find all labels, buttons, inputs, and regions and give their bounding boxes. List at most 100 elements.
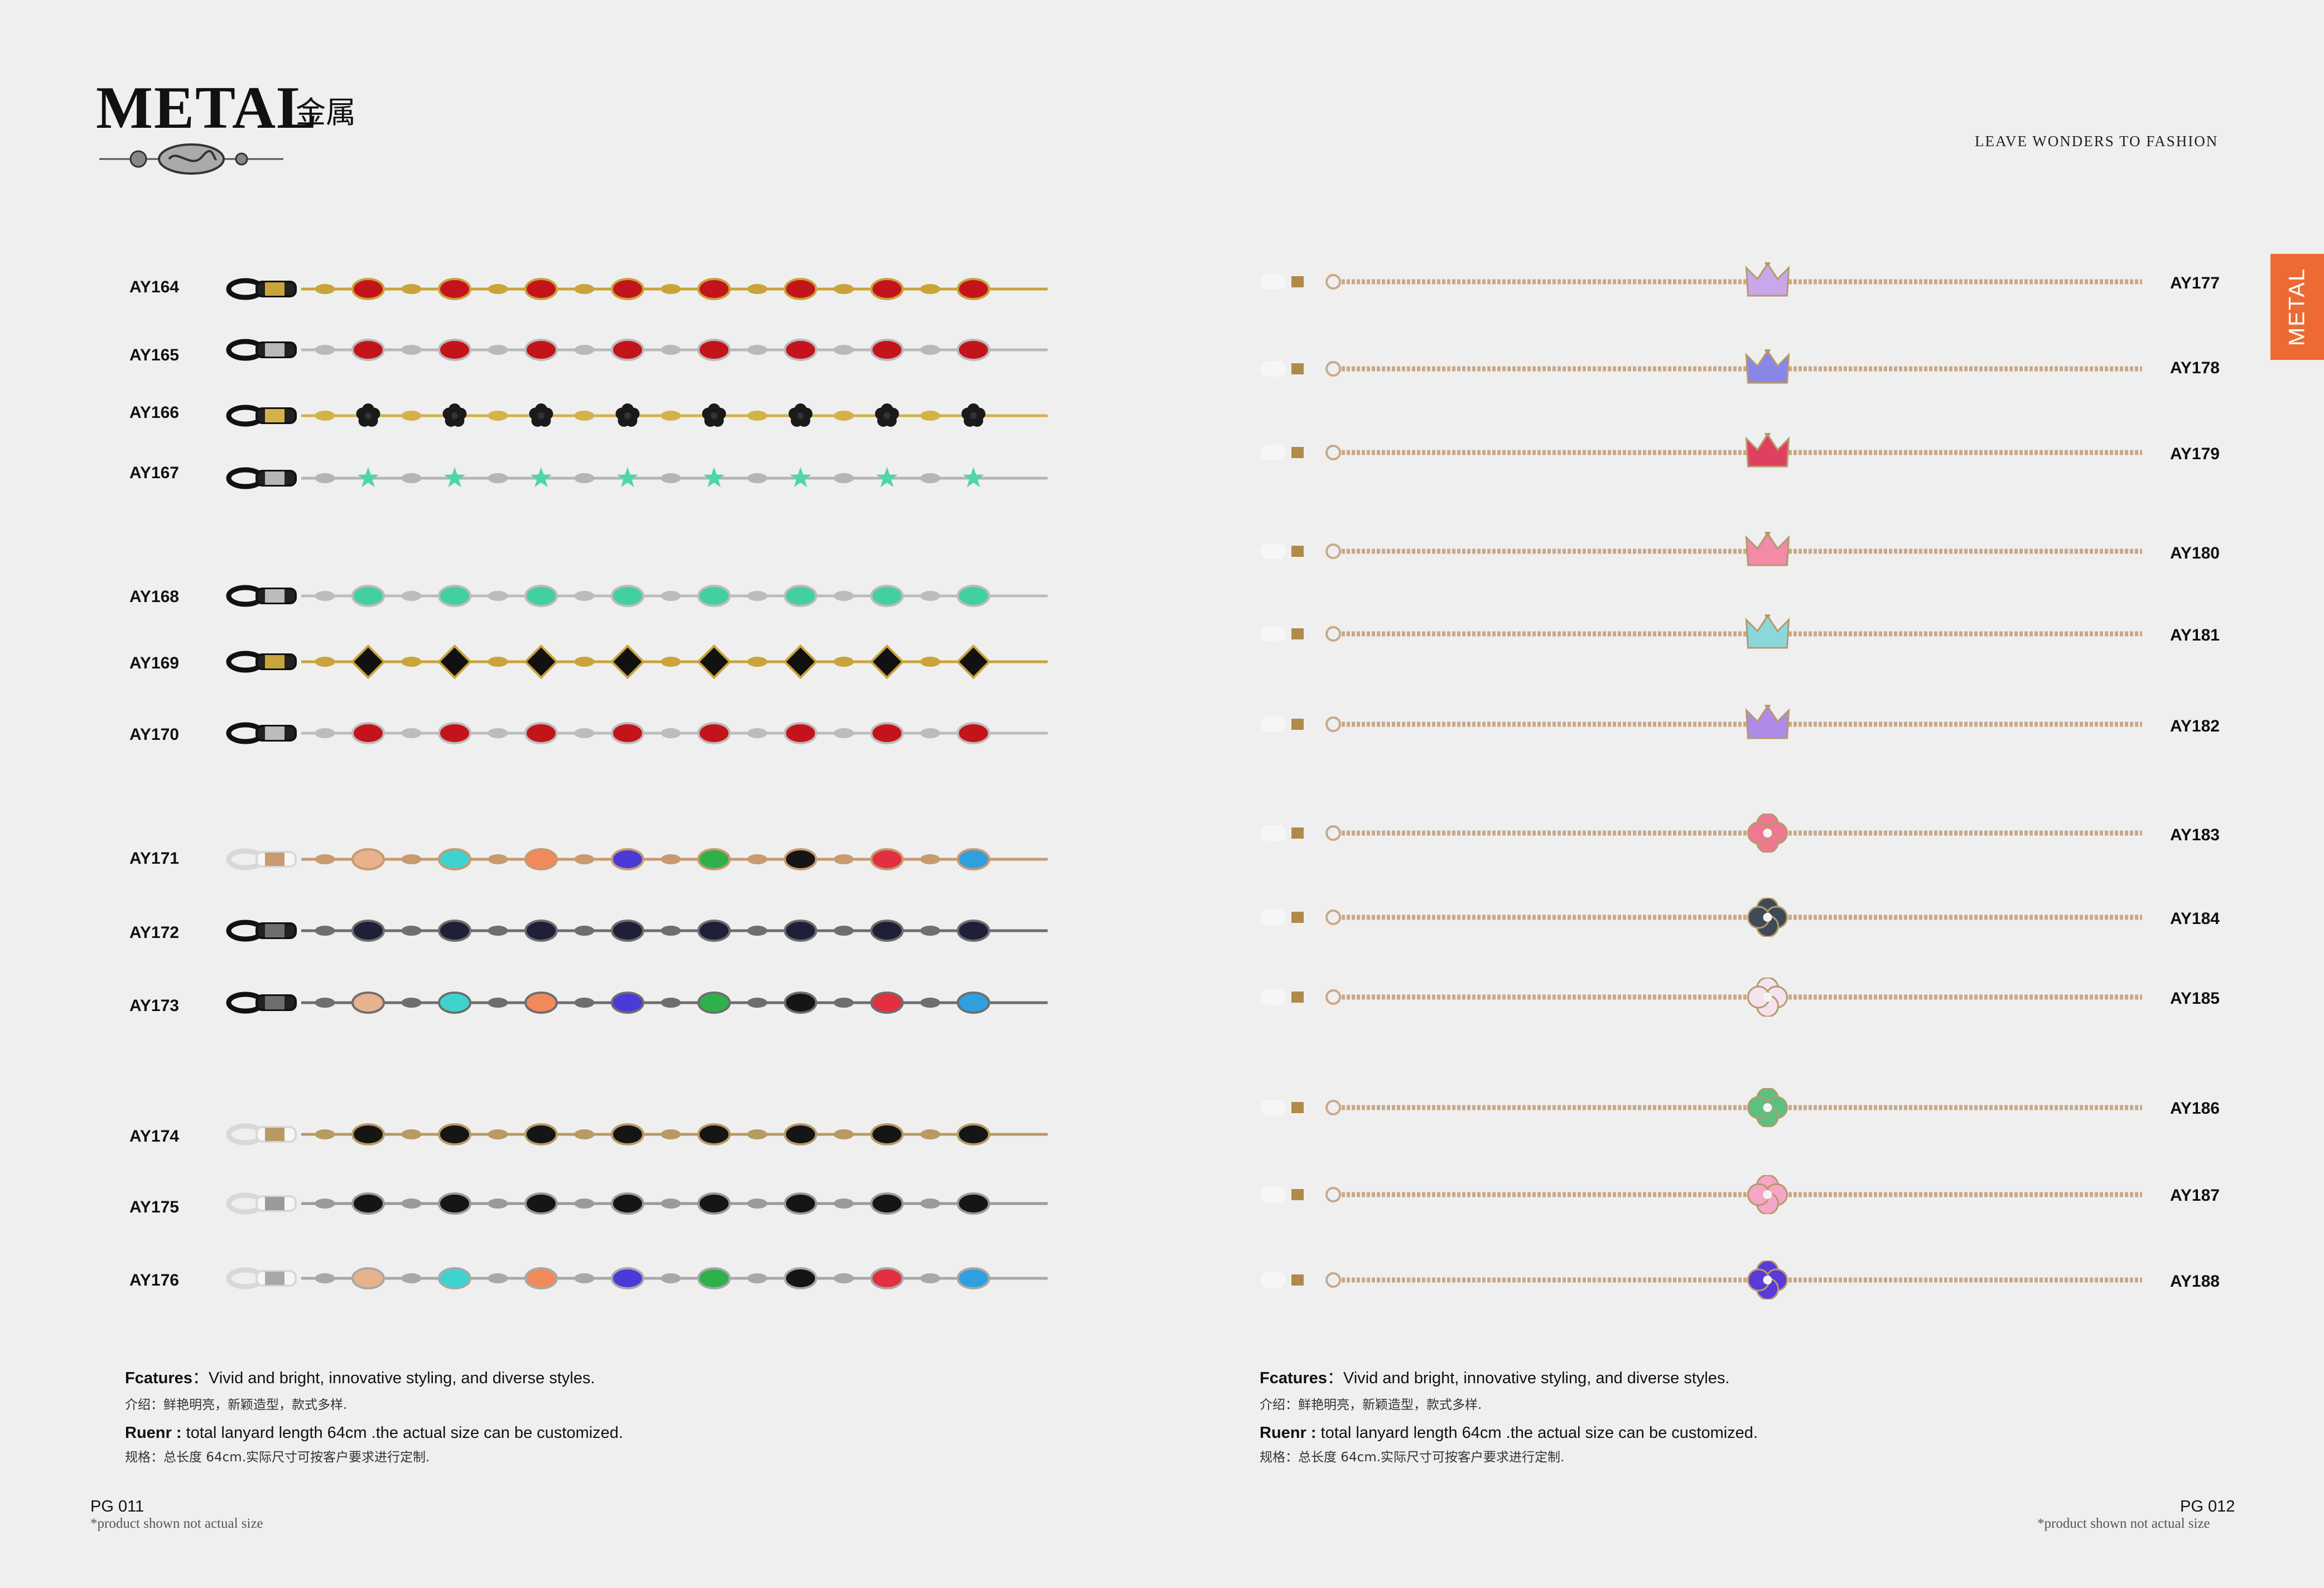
chain-svg: [226, 722, 1048, 744]
chain-image: [1261, 978, 2142, 1017]
chain-image: [223, 1259, 1048, 1298]
chain-svg: [1261, 1088, 2142, 1127]
size-note: *product shown not actual size: [2037, 1516, 2210, 1531]
product-code: AY184: [2170, 910, 2220, 928]
chain-svg: [226, 339, 1048, 361]
product-code: AY182: [2170, 717, 2220, 735]
product-code: AY181: [2170, 626, 2220, 644]
chain-svg: [1261, 532, 2142, 566]
chain-svg: [1261, 262, 2142, 297]
chain-svg: [1261, 814, 2142, 853]
chain-image: [1261, 532, 2142, 571]
side-tab-metal[interactable]: METAL: [2270, 254, 2324, 360]
product-code: AY179: [2170, 445, 2220, 463]
product-code: AY171: [129, 849, 179, 868]
product-code: AY168: [129, 588, 179, 606]
chain-image: [223, 840, 1048, 879]
product-code: AY174: [129, 1127, 179, 1146]
ruenr-text: total lanyard length 64cm .the actual si…: [1316, 1424, 1758, 1442]
product-code: AY172: [129, 923, 179, 942]
product-code: AY188: [2170, 1272, 2220, 1291]
product-code: AY186: [2170, 1099, 2220, 1118]
tagline: LEAVE WONDERS TO FASHION: [1975, 133, 2219, 150]
features-separator: ：: [192, 1369, 209, 1387]
chain-svg: [1261, 614, 2142, 649]
brand-subtitle: 金属: [296, 95, 356, 130]
chain-image: [223, 983, 1048, 1022]
ruenr-cn: 规格：总长度 64cm.实际尺寸可按客户要求进行定制.: [1260, 1450, 1565, 1465]
product-code: AY173: [129, 997, 179, 1015]
chain-image: [223, 642, 1048, 681]
ruenr-label: Ruenr :: [1260, 1424, 1317, 1442]
product-code: AY176: [129, 1271, 179, 1289]
chain-svg: [1261, 978, 2142, 1017]
ruenr-cn: 规格：总长度 64cm.实际尺寸可按客户要求进行定制.: [125, 1450, 430, 1465]
chain-svg: [1261, 898, 2142, 937]
ruenr-label: Ruenr :: [125, 1424, 182, 1442]
features-text: Vivid and bright, innovative styling, an…: [208, 1369, 595, 1387]
product-code: AY183: [2170, 826, 2220, 844]
brand-title: METAL: [96, 75, 319, 141]
chain-svg: [1261, 1260, 2142, 1300]
features-cn: 介绍：鲜艳明亮，新颖造型，款式多样.: [1260, 1398, 1482, 1412]
features-cn: 介绍：鲜艳明亮，新颖造型，款式多样.: [125, 1398, 348, 1412]
chain-svg: [226, 992, 1048, 1014]
features-text: Vivid and bright, innovative styling, an…: [1343, 1369, 1730, 1387]
product-code: AY178: [2170, 359, 2220, 377]
chain-image: [1261, 898, 2142, 937]
ornament-logo-icon: [99, 143, 283, 175]
chain-image: [1261, 614, 2142, 653]
product-code: AY164: [129, 278, 179, 296]
chain-svg: [226, 467, 1048, 489]
chain-svg: [226, 644, 1048, 680]
size-note: *product shown not actual size: [90, 1516, 263, 1531]
chain-image: [1261, 1260, 2142, 1300]
features-label: Fcatures: [125, 1369, 192, 1387]
page-number: PG 011: [90, 1498, 144, 1515]
product-code: AY180: [2170, 544, 2220, 562]
product-code: AY165: [129, 346, 179, 364]
chain-image: [1261, 262, 2142, 301]
chain-image: [1261, 705, 2142, 744]
chain-svg: [226, 1192, 1048, 1215]
chain-image: [223, 1184, 1048, 1223]
chain-image: [223, 270, 1048, 309]
features-label: Fcatures: [1260, 1369, 1327, 1387]
chain-svg: [226, 278, 1048, 300]
chain-image: [1261, 349, 2142, 388]
chain-image: [223, 576, 1048, 615]
chain-image: [223, 330, 1048, 369]
product-code: AY177: [2170, 274, 2220, 292]
product-code: AY185: [2170, 989, 2220, 1008]
chain-image: [223, 396, 1048, 435]
chain-image: [1261, 1088, 2142, 1127]
features-separator: ：: [1327, 1369, 1343, 1387]
chain-image: [223, 459, 1048, 498]
product-code: AY167: [129, 464, 179, 482]
page-number: PG 012: [2180, 1498, 2235, 1515]
chain-image: [223, 714, 1048, 753]
chain-svg: [226, 1123, 1048, 1146]
product-code: AY170: [129, 725, 179, 744]
product-code: AY175: [129, 1198, 179, 1216]
product-code: AY169: [129, 654, 179, 672]
features-line: Fcatures：Vivid and bright, innovative st…: [1260, 1365, 1730, 1388]
chain-svg: [1261, 433, 2142, 468]
ruenr-text: total lanyard length 64cm .the actual si…: [181, 1424, 623, 1442]
chain-image: [223, 911, 1048, 950]
chain-svg: [226, 585, 1048, 607]
side-tab-label: METAL: [2284, 267, 2309, 347]
chain-image: [1261, 1175, 2142, 1214]
chain-svg: [226, 920, 1048, 942]
product-code: AY187: [2170, 1186, 2220, 1205]
chain-svg: [1261, 1175, 2142, 1214]
features-line: Fcatures：Vivid and bright, innovative st…: [125, 1365, 595, 1388]
chain-svg: [226, 848, 1048, 870]
chain-image: [1261, 814, 2142, 853]
ruenr-line: Ruenr : total lanyard length 64cm .the a…: [125, 1424, 623, 1442]
chain-svg: [226, 1267, 1048, 1289]
chain-image: [223, 1115, 1048, 1154]
chain-svg: [1261, 705, 2142, 739]
chain-image: [1261, 433, 2142, 472]
ruenr-line: Ruenr : total lanyard length 64cm .the a…: [1260, 1424, 1758, 1442]
